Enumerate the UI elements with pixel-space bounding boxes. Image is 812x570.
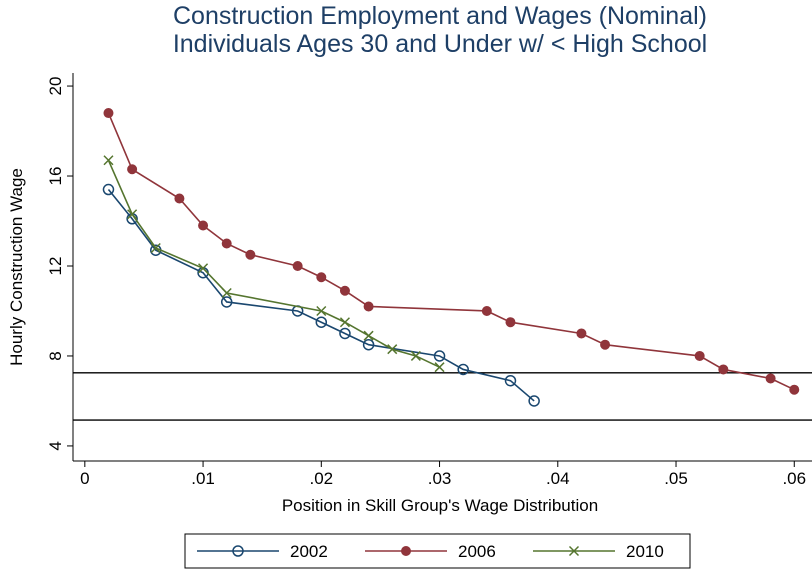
marker bbox=[220, 296, 233, 308]
marker bbox=[789, 384, 800, 395]
legend-marker bbox=[232, 545, 244, 557]
legend-marker bbox=[568, 545, 580, 557]
marker bbox=[102, 183, 115, 196]
marker bbox=[504, 374, 517, 387]
marker bbox=[103, 155, 114, 166]
legend-label: 2010 bbox=[626, 542, 664, 561]
marker bbox=[339, 285, 350, 296]
marker bbox=[315, 316, 328, 328]
legend-label: 2002 bbox=[290, 542, 328, 561]
marker bbox=[221, 287, 232, 299]
marker bbox=[198, 220, 209, 231]
marker bbox=[198, 263, 209, 274]
series-line bbox=[107, 159, 440, 368]
marker bbox=[127, 209, 138, 220]
marker bbox=[363, 330, 374, 341]
series-line bbox=[107, 112, 795, 391]
series-line bbox=[107, 189, 535, 402]
legend-marker bbox=[401, 546, 411, 556]
y-tick-label: 12 bbox=[46, 257, 65, 276]
legend-label: 2006 bbox=[458, 542, 496, 561]
marker bbox=[694, 350, 705, 361]
y-axis-label: Hourly Construction Wage bbox=[7, 168, 26, 366]
marker bbox=[150, 242, 161, 254]
marker bbox=[457, 363, 469, 376]
chart-title: Construction Employment and Wages (Nomin… bbox=[173, 2, 707, 30]
marker bbox=[433, 350, 446, 362]
marker bbox=[765, 373, 776, 384]
marker bbox=[576, 328, 587, 339]
marker bbox=[221, 238, 232, 249]
marker bbox=[434, 362, 445, 373]
marker bbox=[505, 317, 516, 328]
marker bbox=[174, 193, 185, 204]
x-tick-label: .02 bbox=[309, 469, 333, 488]
x-tick-label: .04 bbox=[546, 469, 570, 488]
marker bbox=[127, 164, 138, 175]
marker bbox=[718, 364, 729, 375]
marker bbox=[363, 301, 374, 312]
y-tick-label: 16 bbox=[46, 167, 65, 186]
y-tick-label: 20 bbox=[46, 77, 65, 96]
marker bbox=[316, 305, 327, 317]
x-tick-label: .03 bbox=[428, 469, 452, 488]
marker bbox=[245, 249, 256, 260]
marker bbox=[600, 339, 611, 350]
x-tick-label: 0 bbox=[80, 469, 89, 488]
marker bbox=[387, 344, 398, 355]
marker bbox=[528, 395, 540, 407]
marker bbox=[103, 108, 114, 119]
x-tick-label: .01 bbox=[191, 469, 215, 488]
marker bbox=[339, 327, 351, 340]
marker bbox=[481, 305, 492, 316]
y-tick-label: 4 bbox=[46, 441, 65, 450]
x-axis-label: Position in Skill Group's Wage Distribut… bbox=[282, 496, 598, 515]
marker bbox=[316, 272, 327, 283]
marker bbox=[292, 260, 303, 271]
marker bbox=[339, 317, 350, 328]
chart-subtitle: Individuals Ages 30 and Under w/ < High … bbox=[173, 30, 707, 58]
y-tick-label: 8 bbox=[46, 351, 65, 360]
marker bbox=[362, 338, 375, 351]
marker bbox=[410, 350, 421, 361]
x-tick-label: .05 bbox=[664, 469, 688, 488]
x-tick-label: .06 bbox=[782, 469, 806, 488]
